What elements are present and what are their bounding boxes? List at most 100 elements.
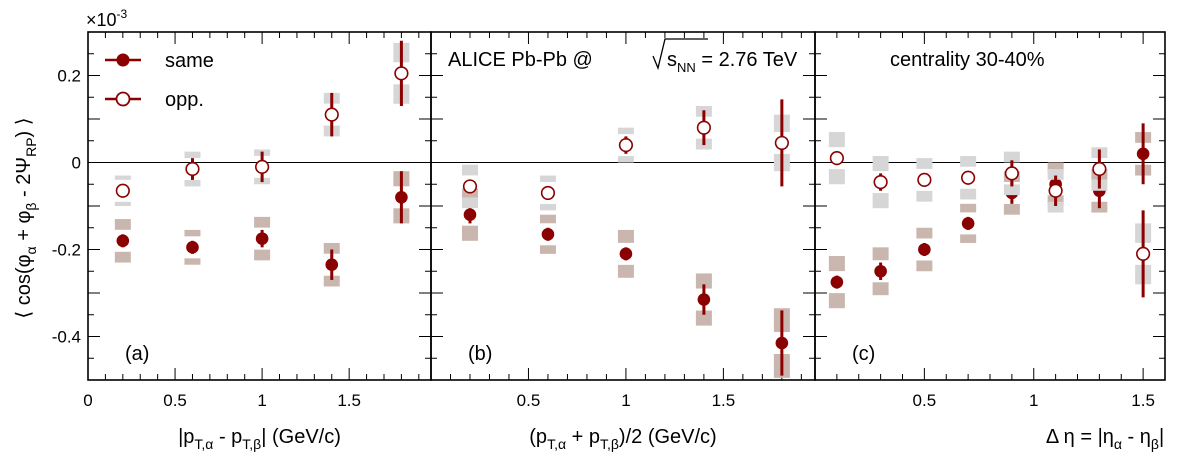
sys-box xyxy=(960,234,977,243)
point-opp xyxy=(1136,246,1151,261)
point-opp xyxy=(961,170,976,185)
sys-box xyxy=(617,156,634,163)
ytick-label: -0.2 xyxy=(52,241,81,260)
legend: same opp. xyxy=(105,50,214,111)
point-opp xyxy=(1048,183,1063,198)
panel-a: 0 0.5 1 1.5 |pT,α - pT,β| (GeV/c) (a) xyxy=(83,31,432,452)
panel-b: 0.5 1 1.5 (pT,α + pT,β)/2 (GeV/c) (b) xyxy=(430,31,816,452)
point-opp xyxy=(185,161,200,177)
point-opp xyxy=(1004,166,1019,181)
series-opp-panel-b xyxy=(461,99,790,211)
panel-b-xtick-label: 1.5 xyxy=(712,391,736,410)
panel-c-xtick-label: 1.5 xyxy=(1131,391,1155,410)
sys-box xyxy=(461,225,478,241)
sys-box xyxy=(1047,162,1064,174)
sys-box xyxy=(323,275,340,287)
point-same xyxy=(1136,147,1150,161)
legend-same-label: same xyxy=(165,50,214,72)
point-same xyxy=(463,208,477,221)
sys-box xyxy=(617,127,634,135)
experiment-header: ALICE Pb-Pb @ sNN = 2.76 TeV xyxy=(448,38,798,75)
point-opp xyxy=(873,174,888,190)
point-opp xyxy=(774,135,789,151)
sys-box xyxy=(1047,169,1064,180)
sys-box xyxy=(872,247,889,261)
point-same xyxy=(961,217,975,230)
sys-box xyxy=(114,219,131,230)
point-opp xyxy=(618,138,634,153)
sys-box xyxy=(1003,203,1020,215)
point-opp xyxy=(324,107,339,122)
panel-c-xtick-label: 0.5 xyxy=(913,391,937,410)
sys-box xyxy=(872,282,889,296)
panel-a-xtick-label: 1.5 xyxy=(337,391,361,410)
point-opp xyxy=(115,183,130,198)
sys-box xyxy=(828,256,845,272)
panel-a-xtick-label: 0.5 xyxy=(163,391,187,410)
energy-label: sNN = 2.76 TeV xyxy=(667,49,798,75)
sys-box xyxy=(828,293,845,309)
point-same xyxy=(697,293,711,306)
ytick-label: 0 xyxy=(72,154,81,173)
sys-box xyxy=(1003,184,1020,196)
point-same xyxy=(255,232,269,245)
sys-box xyxy=(872,155,889,172)
sys-box xyxy=(254,249,271,261)
point-same xyxy=(874,264,887,278)
sys-box xyxy=(617,229,634,243)
sys-box xyxy=(695,273,712,289)
point-same xyxy=(541,227,555,241)
point-opp xyxy=(917,172,932,187)
sys-box xyxy=(828,169,845,185)
sys-box xyxy=(960,188,977,200)
sys-box xyxy=(114,251,131,263)
point-same xyxy=(395,191,408,204)
point-same xyxy=(830,275,844,289)
y-tick-labels: 0.2 0 -0.2 -0.4 xyxy=(52,67,81,347)
sys-box xyxy=(323,242,340,254)
sys-box xyxy=(916,190,933,202)
centrality-label: centrality 30-40% xyxy=(890,49,1045,71)
panel-c-xtick-label: 1 xyxy=(1029,391,1038,410)
series-same-panel-a xyxy=(114,171,410,287)
sys-box xyxy=(184,229,201,237)
legend-opp-label: opp. xyxy=(165,89,204,111)
y-axis-title: ⟨ cos(φα + φβ - 2ΨRP) ⟩ xyxy=(13,117,39,318)
point-same xyxy=(116,234,130,248)
sys-box xyxy=(828,132,845,148)
sys-box xyxy=(916,260,933,272)
panel-b-label: (b) xyxy=(468,343,492,365)
sys-box xyxy=(916,158,933,169)
point-same xyxy=(619,247,633,261)
point-opp xyxy=(1092,161,1107,177)
sys-box xyxy=(539,175,556,182)
point-opp xyxy=(540,185,556,201)
panel-a-xtick-label: 1 xyxy=(257,391,266,410)
sys-box xyxy=(617,264,634,278)
sys-box xyxy=(916,227,933,239)
point-same xyxy=(186,241,199,254)
legend-opp-marker xyxy=(115,91,131,107)
sys-box xyxy=(872,193,889,209)
legend-item-same: same xyxy=(105,50,214,72)
sys-box xyxy=(539,214,556,224)
sys-box xyxy=(695,310,712,326)
point-same xyxy=(918,243,931,256)
sys-box xyxy=(114,201,131,206)
panel-c-label: (c) xyxy=(852,343,875,365)
sys-box xyxy=(1003,151,1020,163)
sys-box xyxy=(960,155,977,167)
sys-box xyxy=(539,203,556,211)
point-opp xyxy=(696,120,711,135)
legend-same-marker xyxy=(116,53,130,67)
ytick-label: -0.4 xyxy=(52,328,81,347)
point-opp xyxy=(829,151,844,166)
sys-box xyxy=(114,175,131,180)
y-exponent-label: ×10-3 xyxy=(86,7,128,30)
sys-box xyxy=(254,216,271,228)
legend-item-opp: opp. xyxy=(105,89,204,111)
series-opp-panel-a xyxy=(114,40,410,206)
sys-box xyxy=(184,151,201,159)
panel-a-label: (a) xyxy=(125,343,149,365)
